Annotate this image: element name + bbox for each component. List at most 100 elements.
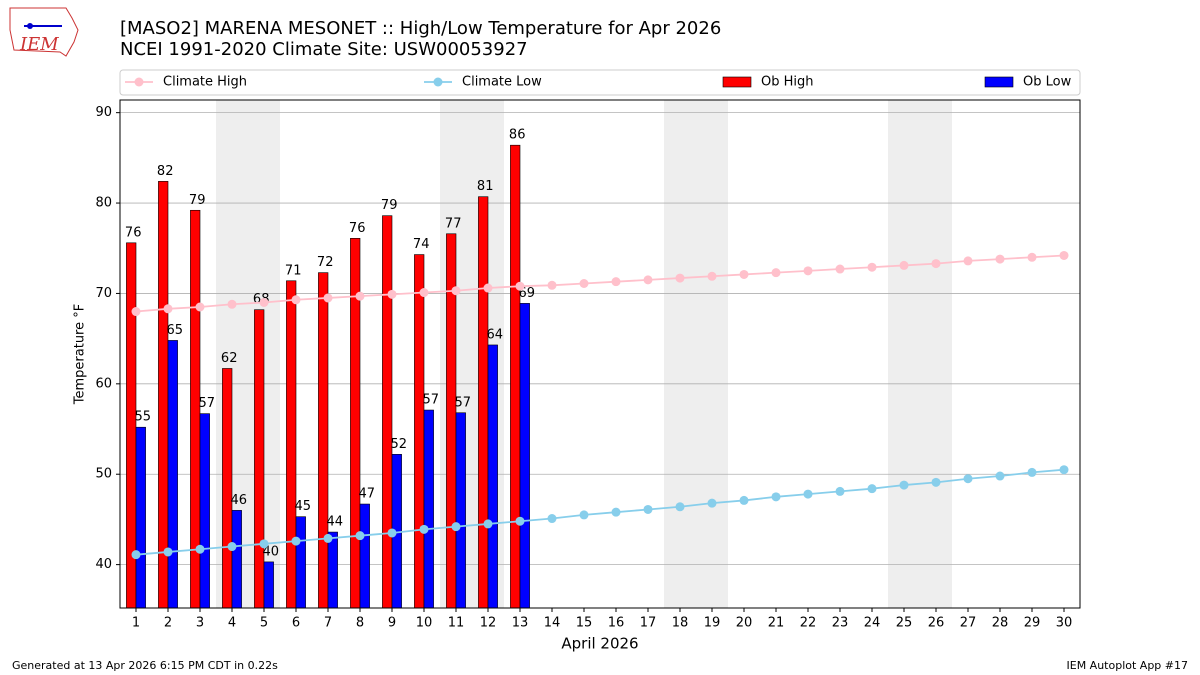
bar bbox=[167, 340, 178, 609]
legend-label: Ob Low bbox=[1023, 75, 1072, 90]
x-tick-label: 5 bbox=[260, 616, 268, 631]
bar-label: 76 bbox=[349, 221, 366, 236]
point bbox=[131, 307, 141, 317]
y-tick-label: 90 bbox=[95, 105, 112, 120]
x-tick-label: 9 bbox=[388, 616, 396, 631]
x-axis-label: April 2026 bbox=[561, 635, 638, 653]
point bbox=[643, 504, 653, 514]
point bbox=[835, 486, 845, 496]
plot-frame bbox=[119, 99, 1081, 609]
legend-box bbox=[119, 69, 1081, 96]
bar bbox=[382, 215, 393, 609]
bar bbox=[414, 254, 425, 609]
legend-swatch bbox=[984, 76, 1014, 88]
bar bbox=[455, 412, 466, 609]
point bbox=[259, 539, 269, 549]
point bbox=[131, 550, 141, 560]
point bbox=[451, 522, 461, 532]
bar-label: 76 bbox=[125, 225, 142, 240]
x-tick-label: 2 bbox=[164, 616, 172, 631]
point bbox=[867, 484, 877, 494]
x-tick-label: 1 bbox=[132, 616, 140, 631]
bar-label: 40 bbox=[263, 544, 280, 559]
point bbox=[643, 275, 653, 285]
point bbox=[451, 286, 461, 296]
x-tick-label: 8 bbox=[356, 616, 364, 631]
x-tick-label: 25 bbox=[896, 616, 913, 631]
point bbox=[355, 291, 365, 301]
x-tick-label: 28 bbox=[992, 616, 1009, 631]
x-tick-label: 10 bbox=[416, 616, 433, 631]
point bbox=[771, 492, 781, 502]
point bbox=[387, 289, 397, 299]
bar-label: 81 bbox=[477, 179, 494, 194]
footer-left: Generated at 13 Apr 2026 6:15 PM CDT in … bbox=[12, 659, 278, 672]
point bbox=[867, 262, 877, 272]
point bbox=[1059, 465, 1069, 475]
x-tick-label: 13 bbox=[512, 616, 529, 631]
x-tick-label: 24 bbox=[864, 616, 881, 631]
point bbox=[419, 288, 429, 298]
x-tick-label: 15 bbox=[576, 616, 593, 631]
point bbox=[899, 480, 909, 490]
point bbox=[707, 498, 717, 508]
legend-label: Climate High bbox=[163, 75, 247, 90]
x-tick-label: 4 bbox=[228, 616, 236, 631]
point bbox=[931, 259, 941, 269]
point bbox=[611, 277, 621, 287]
bar-label: 46 bbox=[231, 493, 248, 508]
x-tick-label: 20 bbox=[736, 616, 753, 631]
footer-right: IEM Autoplot App #17 bbox=[1067, 659, 1189, 672]
chart-subtitle: NCEI 1991-2020 Climate Site: USW00053927 bbox=[120, 39, 528, 60]
point bbox=[995, 471, 1005, 481]
y-tick-label: 50 bbox=[95, 467, 112, 482]
weekend-shade bbox=[888, 100, 952, 608]
x-tick-label: 11 bbox=[448, 616, 465, 631]
point bbox=[323, 293, 333, 303]
point bbox=[483, 519, 493, 529]
bar bbox=[423, 409, 434, 609]
point bbox=[163, 547, 173, 557]
bar-label: 79 bbox=[381, 198, 398, 213]
chart-title: [MASO2] MARENA MESONET :: High/Low Tempe… bbox=[120, 18, 721, 39]
bar bbox=[231, 510, 242, 609]
point bbox=[291, 295, 301, 305]
bar-label: 57 bbox=[423, 393, 440, 408]
bar-label: 82 bbox=[157, 164, 174, 179]
bar bbox=[286, 280, 297, 609]
bar-label: 65 bbox=[167, 323, 184, 338]
point bbox=[483, 283, 493, 293]
y-tick-label: 60 bbox=[95, 376, 112, 391]
point bbox=[963, 474, 973, 484]
point bbox=[835, 264, 845, 274]
x-tick-label: 14 bbox=[544, 616, 561, 631]
line bbox=[135, 468, 1065, 556]
y-tick-label: 70 bbox=[95, 286, 112, 301]
point bbox=[931, 477, 941, 487]
point bbox=[387, 528, 397, 538]
bar bbox=[222, 368, 233, 609]
bar bbox=[254, 309, 265, 609]
point bbox=[291, 536, 301, 546]
point bbox=[259, 297, 269, 307]
x-tick-label: 23 bbox=[832, 616, 849, 631]
point bbox=[803, 489, 813, 499]
point bbox=[515, 516, 525, 526]
x-tick-label: 27 bbox=[960, 616, 977, 631]
bar bbox=[318, 272, 329, 609]
point bbox=[355, 531, 365, 541]
logo-text: IEM bbox=[19, 34, 59, 55]
bar-label: 64 bbox=[487, 327, 504, 342]
point bbox=[963, 256, 973, 266]
x-tick-label: 16 bbox=[608, 616, 625, 631]
x-tick-label: 6 bbox=[292, 616, 300, 631]
x-tick-label: 22 bbox=[800, 616, 817, 631]
x-tick-label: 18 bbox=[672, 616, 689, 631]
bar-label: 45 bbox=[295, 499, 312, 514]
x-tick-label: 19 bbox=[704, 616, 721, 631]
y-tick-label: 40 bbox=[95, 557, 112, 572]
point bbox=[707, 271, 717, 281]
bar-label: 55 bbox=[135, 410, 152, 425]
bar bbox=[263, 561, 274, 609]
bar-label: 71 bbox=[285, 263, 302, 278]
